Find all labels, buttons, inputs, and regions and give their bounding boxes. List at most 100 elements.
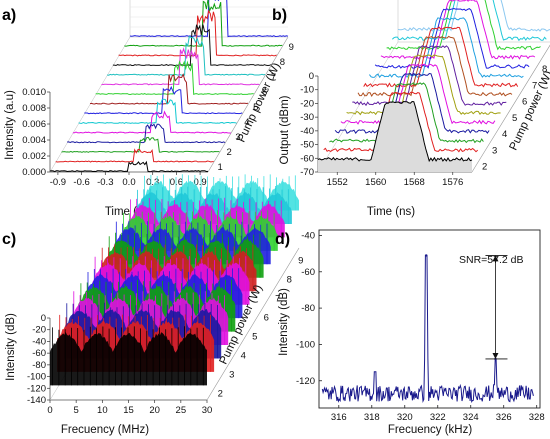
x-tick-label: 316 <box>331 412 347 423</box>
y-tick-label: -80 <box>32 360 46 371</box>
x-tick-label: -0.3 <box>97 177 113 188</box>
series-line <box>129 0 289 38</box>
series-line <box>107 35 266 76</box>
series-line <box>72 110 231 134</box>
y-axis-label: Intensity (dB) <box>278 288 290 356</box>
y-tick-label: -100 <box>296 339 315 350</box>
z-axis-label: Pump power (W) <box>508 69 550 152</box>
y-tick-label: -70 <box>300 167 314 178</box>
y-tick-label: 0.004 <box>22 135 46 146</box>
panel-label: b) <box>272 7 287 24</box>
series-line <box>112 24 272 67</box>
z-axis-label: Pump power (W) <box>236 61 283 144</box>
series-line <box>78 98 237 124</box>
series-fill <box>318 101 472 172</box>
back-edge-line <box>49 36 131 173</box>
plot-frame <box>318 229 541 409</box>
y-tick-label: 0.002 <box>22 151 46 162</box>
panel-c: c) 0 5 10 15 20 25 30-140-120-100-80-60-40-200… <box>2 174 303 436</box>
z-tick-label: 8 <box>542 64 547 75</box>
x-tick-label: 0 <box>47 405 52 416</box>
series-line <box>84 85 243 115</box>
series-line <box>369 17 524 79</box>
z-tick-label: 2 <box>482 162 487 173</box>
panel-label: d) <box>275 231 290 248</box>
y-tick-label: -50 <box>300 140 314 151</box>
panel-label: a) <box>2 7 16 24</box>
x-tick-label: 20 <box>149 405 160 416</box>
panel-b: b) 1552 1560 1568 1576 -70 -60 -50 -40 -30 -20 -10… <box>272 0 550 218</box>
z-tick-label: 1 <box>218 162 223 173</box>
x-tick-label: 324 <box>463 412 479 423</box>
series-line <box>52 326 204 386</box>
series-line <box>334 72 490 134</box>
y-tick-label: -140 <box>27 395 46 406</box>
series-line <box>380 0 536 60</box>
series-line <box>386 0 541 51</box>
y-tick-label: 0.008 <box>22 103 46 114</box>
snr-annotation: SNR=57.2 dB <box>459 254 524 266</box>
z-tick-label: 7 <box>532 80 537 91</box>
y-tick-label: -10 <box>300 85 314 96</box>
series-line <box>89 73 249 105</box>
plot-area: -0.9 -0.6 -0.3 0.0 0.3 0.6 0.90.0000.0020.0040… <box>22 0 294 188</box>
panel-label: c) <box>2 231 16 248</box>
x-tick-label: 0.9 <box>193 177 206 188</box>
x-tick-label: 1576 <box>442 177 463 188</box>
z-tick-label: 3 <box>492 145 497 156</box>
snr-arrowhead <box>492 255 499 262</box>
series-line <box>323 91 479 153</box>
y-tick-label: -60 <box>301 267 315 278</box>
y-tick-label: 0.010 <box>22 87 46 98</box>
z-tick-label: 4 <box>502 129 507 140</box>
y-tick-label: -60 <box>300 153 314 164</box>
z-axis-line <box>207 36 289 173</box>
peak-point <box>425 254 428 257</box>
y-axis-label: Intensity (a.u) <box>4 90 16 160</box>
series-line <box>61 136 220 153</box>
z-tick-label: 3 <box>229 369 234 380</box>
series-line <box>118 9 277 57</box>
z-tick-label: 2 <box>226 147 231 158</box>
series-line <box>101 47 260 86</box>
plot-area: 0 5 10 15 20 25 30-140-120-100-80-60-40-200234… <box>27 174 303 416</box>
y-tick-label: 0 <box>309 71 314 82</box>
x-tick-label: 0.0 <box>122 177 135 188</box>
series-line <box>321 254 534 404</box>
series-line <box>363 26 519 88</box>
series-line <box>329 82 484 144</box>
series-line <box>340 63 496 125</box>
snr-arrowhead <box>492 352 499 359</box>
series-line <box>374 7 530 69</box>
x-tick-label: 318 <box>364 412 380 423</box>
z-tick-label: 5 <box>512 113 517 124</box>
y-tick-label: 0.000 <box>22 167 46 178</box>
z-axis-line <box>471 44 550 173</box>
y-axis-label: Intensity (dB) <box>5 313 17 381</box>
x-tick-label: 0.3 <box>146 177 159 188</box>
y-tick-label: -40 <box>301 230 315 241</box>
y-tick-label: -20 <box>300 98 314 109</box>
y-tick-label: -30 <box>300 112 314 123</box>
z-tick-label: 8 <box>280 57 285 68</box>
x-tick-label: 30 <box>202 405 213 416</box>
z-tick-label: 8 <box>287 274 292 285</box>
x-tick-label: 1552 <box>327 177 348 188</box>
series-line <box>397 0 550 32</box>
series-line <box>124 0 283 47</box>
z-tick-label: 2 <box>218 388 223 399</box>
series-line <box>357 35 513 97</box>
series-line <box>346 54 501 116</box>
x-tick-label: 320 <box>397 412 413 423</box>
x-tick-label: 25 <box>176 405 187 416</box>
z-tick-label: 5 <box>252 331 257 342</box>
z-axis-line <box>206 247 300 401</box>
x-tick-label: 1560 <box>365 177 386 188</box>
x-axis-label: Frecuency (MHz) <box>61 424 149 436</box>
series-line <box>67 123 226 144</box>
x-tick-label: -0.6 <box>73 177 89 188</box>
z-tick-label: 9 <box>289 42 294 53</box>
z-tick-label: 7 <box>275 293 280 304</box>
y-tick-label: -120 <box>296 376 315 387</box>
